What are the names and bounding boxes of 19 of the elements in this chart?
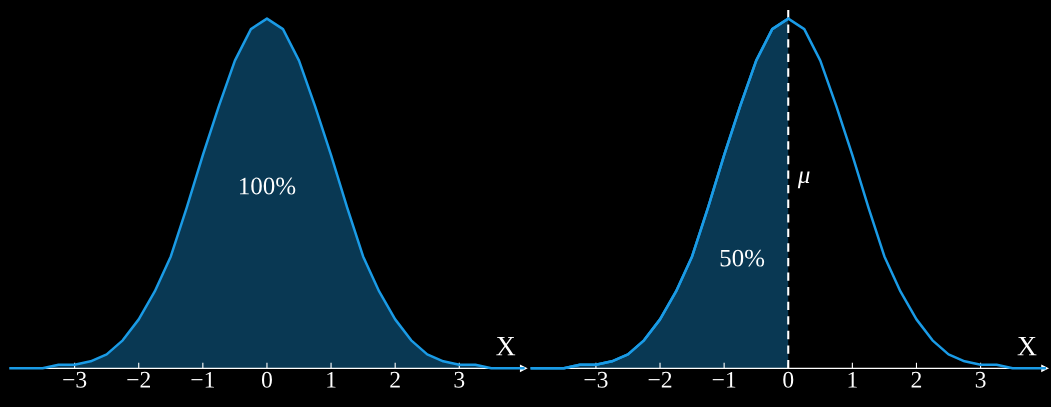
x-tick-label: 1 [327, 371, 336, 388]
x-tick-label: −3 [584, 371, 608, 388]
x-tick-label: −3 [63, 371, 87, 388]
x-tick-label: −1 [712, 371, 736, 388]
x-axis-title: X [496, 337, 516, 356]
x-axis-title: X [1017, 337, 1037, 356]
x-tick-label: 1 [848, 371, 857, 388]
x-tick-label: −2 [648, 371, 672, 388]
x-tick-label: 3 [975, 371, 986, 388]
x-tick-label: 2 [911, 371, 922, 388]
ref-line-label: μ [797, 171, 810, 189]
annotation: 50% [720, 249, 765, 267]
annotation: 100% [239, 177, 296, 195]
x-tick-label: 0 [783, 371, 794, 388]
x-tick-label: −1 [191, 371, 214, 388]
x-tick-label: −2 [127, 371, 150, 388]
x-tick-label: 3 [454, 371, 465, 388]
x-tick-label: 2 [390, 371, 400, 388]
x-tick-label: 0 [261, 371, 272, 388]
